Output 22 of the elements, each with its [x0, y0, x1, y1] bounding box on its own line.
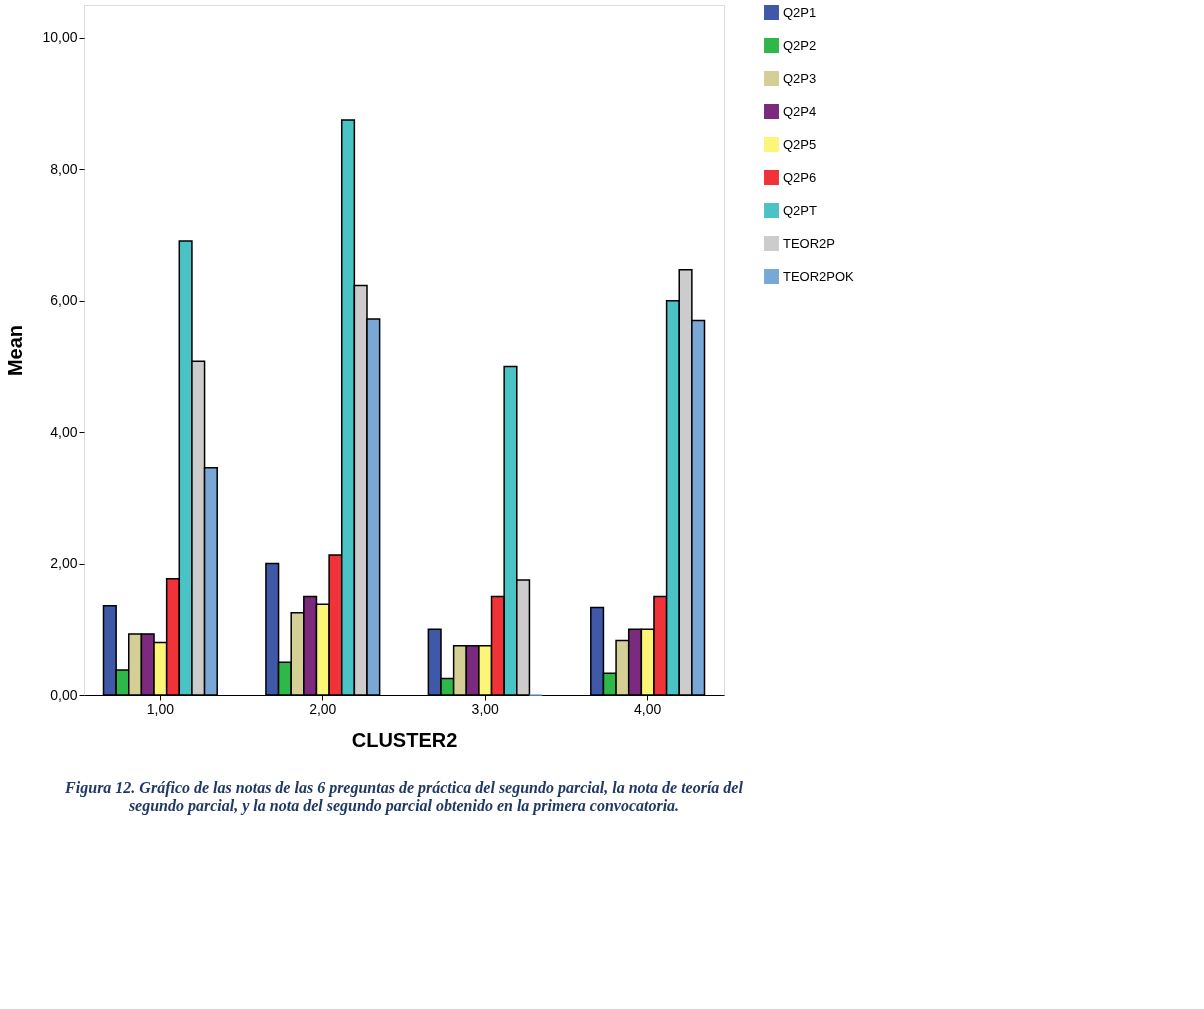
x-tick-label: 4,00: [634, 700, 662, 717]
y-tick-label: 4,00: [50, 423, 78, 440]
x-axis-title: CLUSTER2: [351, 728, 458, 751]
y-axis-title: Mean: [4, 324, 27, 377]
legend-label: Q2P2: [783, 37, 817, 53]
y-tick-label: 2,00: [50, 555, 78, 572]
legend-label: TEOR2P: [783, 235, 836, 251]
x-tick-label: 1,00: [146, 700, 175, 717]
y-tick-label: 0,00: [50, 686, 78, 703]
legend-label: Q2P3: [783, 70, 817, 86]
legend-label: Q2P6: [783, 169, 817, 185]
x-tick-label: 2,00: [309, 700, 337, 717]
y-tick-label: 8,00: [50, 160, 78, 177]
legend-label: Q2PT: [783, 202, 818, 218]
text: Figura 12. Gráfico de las notas de las 6 preguntas de práctica del segundo parcial, la nota de teoría del segundo parcial, y la nota del segundo parcial obtenido en la primera convocatoria.: [64, 779, 744, 815]
legend-label: Q2P1: [783, 4, 817, 20]
y-tick-label: 6,00: [50, 292, 78, 309]
y-tick-label: 10,00: [42, 29, 78, 46]
legend-label: TEOR2POK: [783, 268, 855, 284]
legend-label: Q2P4: [783, 103, 817, 119]
x-tick-label: 3,00: [471, 700, 500, 717]
legend-label: Q2P5: [783, 136, 817, 152]
